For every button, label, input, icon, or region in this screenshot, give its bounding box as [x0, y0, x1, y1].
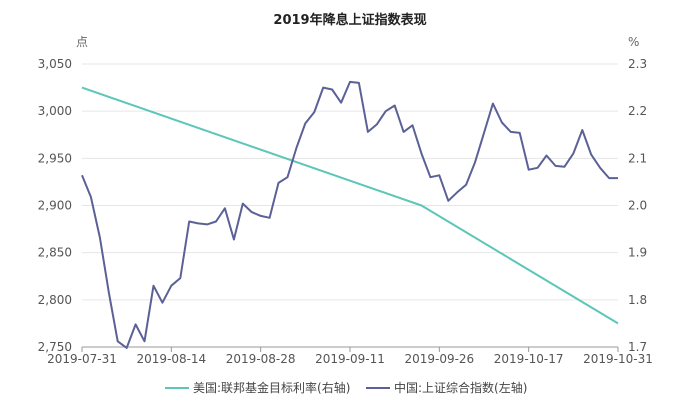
left-tick-label: 3,050 [38, 57, 72, 71]
legend-label-fed-rate: 美国:联邦基金目标利率(右轴) [193, 380, 350, 395]
x-tick-label: 2019-10-17 [494, 352, 564, 366]
series-line-shanghai-index [81, 80, 618, 349]
left-axis-unit: 点 [76, 35, 88, 49]
right-tick-label: 2.2 [628, 104, 647, 118]
right-tick-label: 2.0 [628, 199, 647, 213]
x-tick-label: 2019-07-31 [47, 352, 117, 366]
right-axis-ticks: 1.7 1.8 1.9 2.0 2.1 2.2 2.3 [628, 57, 647, 354]
x-tick-label: 2019-10-31 [583, 352, 653, 366]
x-tick-label: 2019-09-26 [404, 352, 474, 366]
legend-item-fed-rate: 美国:联邦基金目标利率(右轴) [165, 380, 350, 395]
chart-title: 2019年降息上证指数表现 [273, 12, 426, 28]
legend-label-shanghai-index: 中国:上证综合指数(左轴) [394, 380, 527, 395]
left-tick-label: 2,800 [38, 293, 72, 307]
right-tick-label: 1.7 [628, 340, 647, 354]
left-tick-label: 2,900 [38, 199, 72, 213]
left-axis-ticks: 2,750 2,800 2,850 2,900 2,950 3,000 3,050 [38, 57, 72, 354]
right-tick-label: 2.1 [628, 151, 647, 165]
legend: 美国:联邦基金目标利率(右轴) 中国:上证综合指数(左轴) [165, 380, 527, 395]
series-lines [81, 80, 619, 349]
gridlines [82, 63, 618, 301]
right-axis-unit: % [628, 35, 639, 49]
left-tick-label: 2,850 [38, 246, 72, 260]
x-tick-label: 2019-08-28 [226, 352, 296, 366]
left-tick-label: 2,950 [38, 151, 72, 165]
right-tick-label: 1.9 [628, 246, 647, 260]
x-tick-label: 2019-08-14 [136, 352, 206, 366]
legend-item-shanghai-index: 中国:上证综合指数(左轴) [366, 380, 527, 395]
left-tick-label: 3,000 [38, 104, 72, 118]
series-line-fed-rate [81, 86, 619, 325]
x-axis-ticks: 2019-07-31 2019-08-14 2019-08-28 2019-09-11… [47, 347, 653, 366]
x-tick-label: 2019-09-11 [315, 352, 385, 366]
left-tick-label: 2,750 [38, 340, 72, 354]
right-tick-label: 1.8 [628, 293, 647, 307]
right-tick-label: 2.3 [628, 57, 647, 71]
